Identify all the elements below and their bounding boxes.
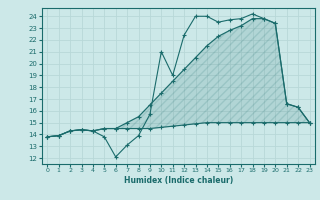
X-axis label: Humidex (Indice chaleur): Humidex (Indice chaleur) [124, 176, 233, 185]
